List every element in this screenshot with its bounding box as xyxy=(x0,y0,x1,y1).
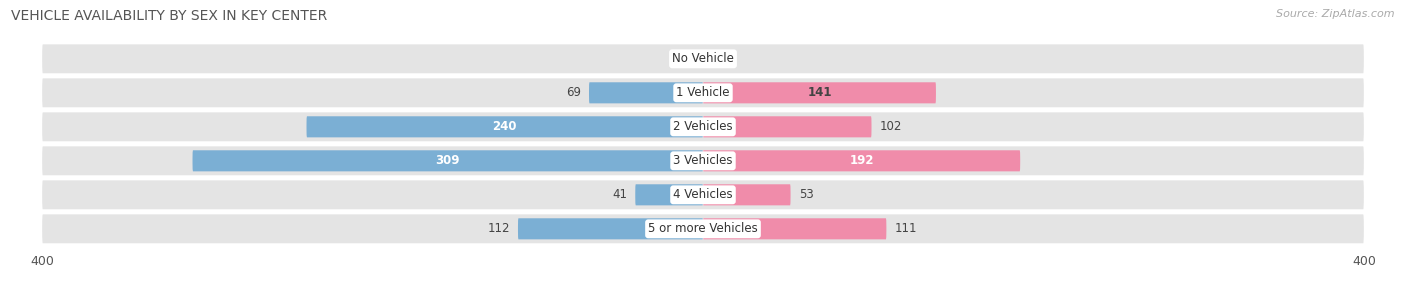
FancyBboxPatch shape xyxy=(42,44,1364,73)
Text: 1 Vehicle: 1 Vehicle xyxy=(676,86,730,99)
FancyBboxPatch shape xyxy=(589,82,703,103)
FancyBboxPatch shape xyxy=(42,112,1364,141)
FancyBboxPatch shape xyxy=(703,150,1021,171)
FancyBboxPatch shape xyxy=(703,82,936,103)
Text: Source: ZipAtlas.com: Source: ZipAtlas.com xyxy=(1277,9,1395,19)
Text: 102: 102 xyxy=(880,120,903,133)
FancyBboxPatch shape xyxy=(193,150,703,171)
Text: 309: 309 xyxy=(436,154,460,167)
Text: 0: 0 xyxy=(696,52,703,65)
FancyBboxPatch shape xyxy=(703,218,886,239)
Text: 192: 192 xyxy=(849,154,875,167)
FancyBboxPatch shape xyxy=(703,184,790,205)
FancyBboxPatch shape xyxy=(636,184,703,205)
Text: 53: 53 xyxy=(799,188,814,201)
Text: 3 Vehicles: 3 Vehicles xyxy=(673,154,733,167)
Text: 2 Vehicles: 2 Vehicles xyxy=(673,120,733,133)
Text: 69: 69 xyxy=(565,86,581,99)
Text: 141: 141 xyxy=(807,86,832,99)
FancyBboxPatch shape xyxy=(703,116,872,137)
FancyBboxPatch shape xyxy=(42,146,1364,175)
Text: 5 or more Vehicles: 5 or more Vehicles xyxy=(648,222,758,235)
Text: 0: 0 xyxy=(703,52,710,65)
Text: 111: 111 xyxy=(894,222,917,235)
FancyBboxPatch shape xyxy=(42,180,1364,209)
Text: 112: 112 xyxy=(488,222,510,235)
Text: 41: 41 xyxy=(612,188,627,201)
FancyBboxPatch shape xyxy=(42,215,1364,243)
Text: 240: 240 xyxy=(492,120,517,133)
FancyBboxPatch shape xyxy=(42,78,1364,107)
Text: No Vehicle: No Vehicle xyxy=(672,52,734,65)
Text: 4 Vehicles: 4 Vehicles xyxy=(673,188,733,201)
Text: VEHICLE AVAILABILITY BY SEX IN KEY CENTER: VEHICLE AVAILABILITY BY SEX IN KEY CENTE… xyxy=(11,9,328,23)
FancyBboxPatch shape xyxy=(517,218,703,239)
FancyBboxPatch shape xyxy=(307,116,703,137)
